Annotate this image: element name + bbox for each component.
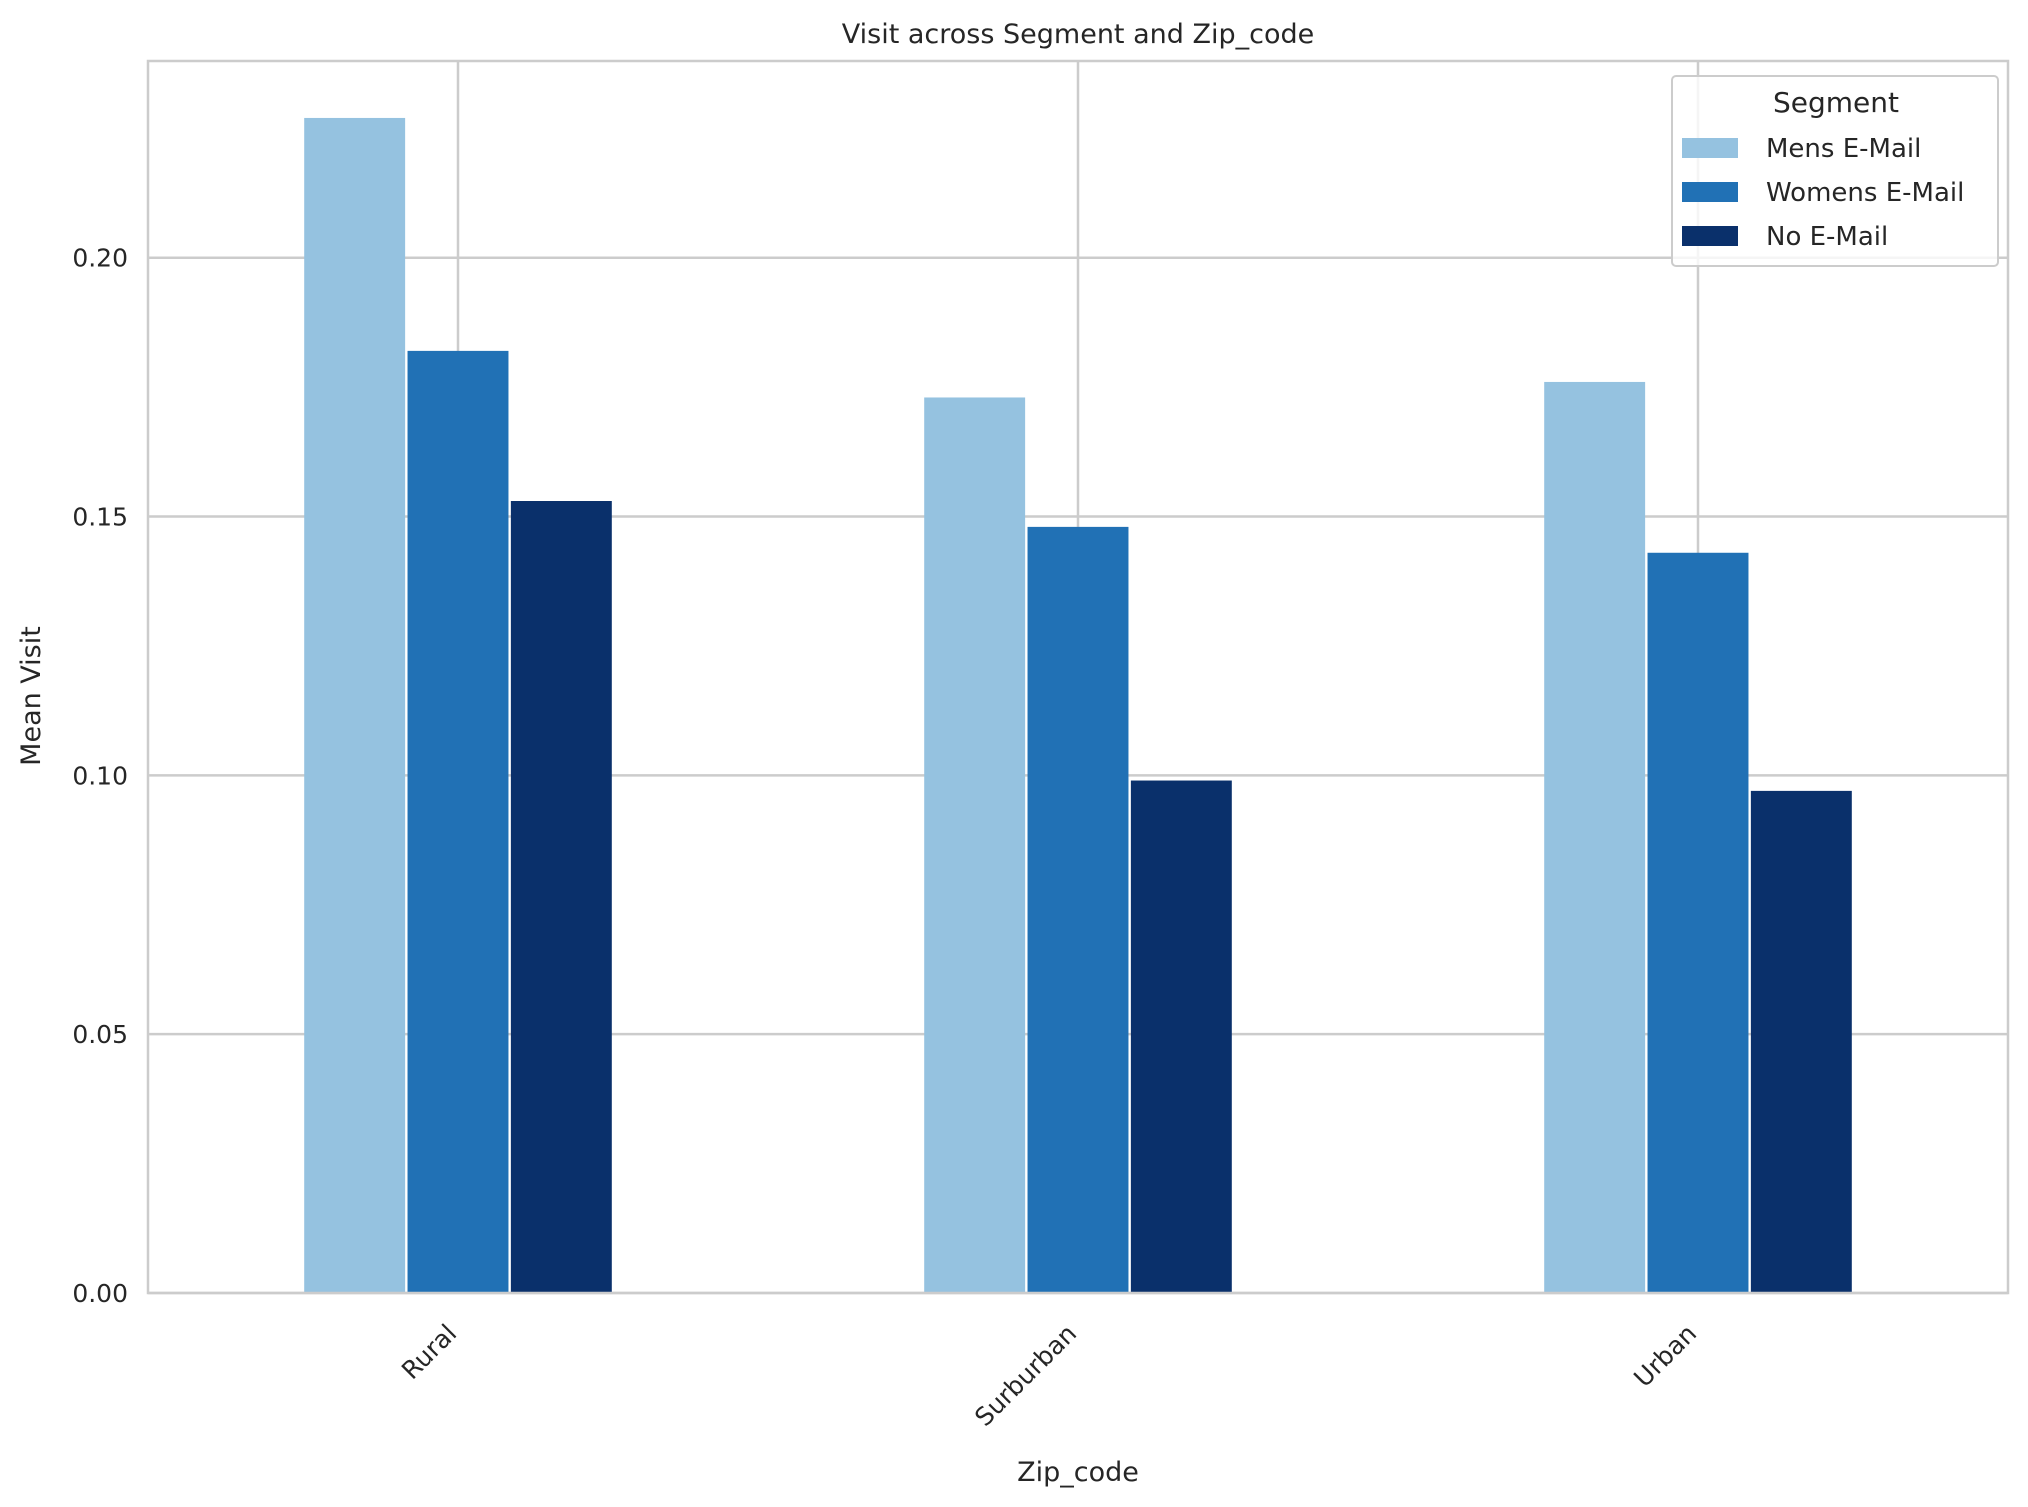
y-tick-label: 0.05 (72, 1020, 128, 1049)
legend-swatch (1682, 226, 1738, 246)
legend-entries: Mens E-Mail Womens E-Mail No E-Mail (1682, 134, 1964, 252)
bar (1750, 790, 1852, 1293)
chart-title: Visit across Segment and Zip_code (842, 19, 1314, 50)
y-tick-label: 0.10 (72, 761, 128, 790)
bar (304, 117, 406, 1294)
bar (1544, 381, 1646, 1293)
bar (510, 501, 612, 1293)
bar (924, 397, 1026, 1293)
y-tick-label: 0.20 (72, 244, 128, 273)
bar (1647, 552, 1749, 1293)
bar (1027, 526, 1129, 1293)
legend: Segment Mens E-Mail Womens E-Mail No E-Mai… (1671, 75, 1999, 267)
y-axis-label: Mean Visit (16, 626, 47, 766)
x-tick-label: Rural (396, 1319, 462, 1385)
legend-swatch (1682, 182, 1738, 202)
legend-title: Segment (1773, 86, 1899, 119)
x-tick-label: Urban (1628, 1319, 1702, 1393)
legend-swatch (1682, 138, 1738, 158)
legend-label: No E-Mail (1766, 222, 1888, 252)
bar (407, 350, 509, 1294)
y-tick-label: 0.00 (72, 1279, 128, 1308)
y-tick-label: 0.15 (72, 503, 128, 532)
plot-frame (146, 59, 2010, 1295)
x-axis-label: Zip_code (1017, 1457, 1139, 1488)
bar (1130, 780, 1232, 1293)
legend-label: Womens E-Mail (1766, 178, 1964, 208)
x-tick-label: Surburban (969, 1319, 1082, 1432)
legend-frame (1671, 75, 1999, 267)
legend-label: Mens E-Mail (1766, 134, 1921, 164)
bar-layer (304, 117, 1852, 1294)
